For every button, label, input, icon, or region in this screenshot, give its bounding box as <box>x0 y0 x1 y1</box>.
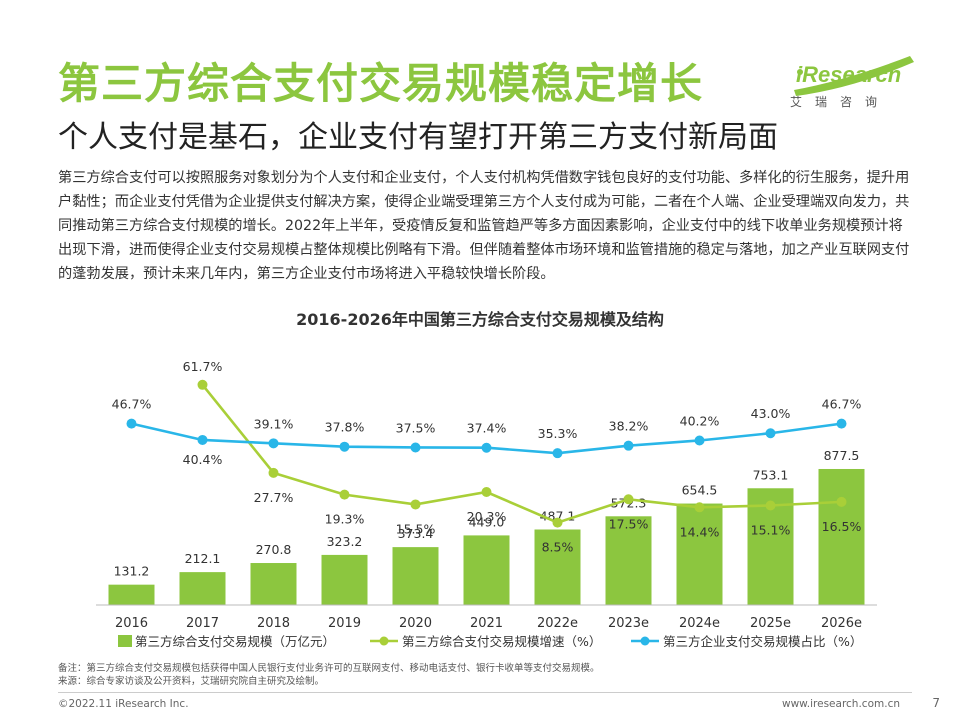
bar-label-2021: 449.0 <box>469 514 505 529</box>
page-number: 7 <box>932 696 940 710</box>
logo-text: iResearch <box>796 62 901 87</box>
chart-source: 来源：综合专家访谈及公开资料，艾瑞研究院自主研究及绘制。 <box>58 676 325 687</box>
chart-note: 备注：第三方综合支付交易规模包括获得中国人民银行支付业务许可的互联网支付、移动电… <box>58 663 600 674</box>
x-tick-2024e: 2024e <box>679 616 720 631</box>
bar-label-2017: 212.1 <box>185 551 221 566</box>
bar-2017 <box>179 572 226 605</box>
growth-label-2019: 19.3% <box>325 512 365 527</box>
share-label-2025e: 43.0% <box>751 406 791 421</box>
x-tick-2017: 2017 <box>186 616 219 631</box>
logo-subtitle: 艾瑞咨询 <box>790 95 891 109</box>
share-point-2017 <box>197 434 208 445</box>
legend-share-marker <box>640 636 650 646</box>
bar-2018 <box>250 563 297 605</box>
bar-label-2016: 131.2 <box>114 564 150 579</box>
bar-label-2020: 373.4 <box>398 526 434 541</box>
share-label-2018: 39.1% <box>254 416 294 431</box>
share-point-2020 <box>410 442 421 453</box>
bar-2024e <box>676 503 723 605</box>
bar-label-2024e: 654.5 <box>682 483 718 498</box>
x-tick-2019: 2019 <box>328 616 361 631</box>
logo-dot <box>797 69 803 75</box>
growth-point-2017 <box>197 379 208 390</box>
growth-label-2025e: 15.1% <box>751 522 791 537</box>
growth-label-2017: 61.7% <box>183 359 223 374</box>
share-label-2023e: 38.2% <box>609 419 649 434</box>
footer-url[interactable]: www.iresearch.com.cn <box>781 698 900 710</box>
bar-2022e <box>534 529 581 605</box>
growth-label-2026e: 16.5% <box>822 519 862 534</box>
iresearch-logo: iResearch <box>794 56 914 96</box>
x-tick-2020: 2020 <box>399 616 432 631</box>
page-subtitle: 个人支付是基石，企业支付有望打开第三方支付新局面 <box>58 120 778 155</box>
share-point-2018 <box>268 438 279 449</box>
growth-point-2018 <box>268 467 279 478</box>
x-tick-2023e: 2023e <box>608 616 649 631</box>
x-tick-2021: 2021 <box>470 616 503 631</box>
share-label-2022e: 35.3% <box>538 426 578 441</box>
growth-point-2026e <box>836 496 847 507</box>
share-label-2019: 37.8% <box>325 420 365 435</box>
bar-2019 <box>321 554 368 605</box>
share-point-2026e <box>836 418 847 429</box>
growth-point-2022e <box>552 517 563 528</box>
share-label-2016: 46.7% <box>112 397 152 412</box>
growth-label-2022e: 8.5% <box>542 540 574 555</box>
logo-swoosh <box>794 56 914 96</box>
chart-title: 2016-2026年中国第三方综合支付交易规模及结构 <box>296 310 664 329</box>
growth-label-2024e: 14.4% <box>680 524 720 539</box>
bar-label-2018: 270.8 <box>256 542 292 557</box>
growth-point-2020 <box>410 499 421 510</box>
share-point-2019 <box>339 441 350 452</box>
bar-2016 <box>108 584 155 605</box>
share-label-2017: 40.4% <box>183 452 223 467</box>
bar-2020 <box>392 547 439 605</box>
footer-divider <box>58 692 912 693</box>
page-title: 第三方综合支付交易规模稳定增长 <box>58 59 704 108</box>
bar-label-2026e: 877.5 <box>824 448 860 463</box>
legend-growth-marker <box>379 636 389 646</box>
growth-point-2024e <box>694 502 705 513</box>
legend-bar-swatch <box>118 635 132 647</box>
growth-point-2025e <box>765 500 776 511</box>
growth-label-2018: 27.7% <box>254 490 294 505</box>
share-point-2025e <box>765 428 776 439</box>
footer-copyright: ©2022.11 iResearch Inc. <box>58 698 189 710</box>
x-tick-2025e: 2025e <box>750 616 791 631</box>
growth-point-2023e <box>623 494 634 505</box>
bar-2021 <box>463 535 510 605</box>
growth-line <box>201 383 842 524</box>
x-tick-2016: 2016 <box>115 616 148 631</box>
combo-chart: 131.2212.1270.8323.2373.4449.0487.1572.3… <box>96 359 877 649</box>
share-label-2021: 37.4% <box>467 421 507 436</box>
growth-point-2021 <box>481 487 492 498</box>
bar-2026e <box>818 468 865 605</box>
bar-label-2019: 323.2 <box>327 534 363 549</box>
share-point-2021 <box>481 442 492 453</box>
growth-point-2019 <box>339 489 350 500</box>
growth-label-2023e: 17.5% <box>609 516 649 531</box>
share-label-2026e: 46.7% <box>822 397 862 412</box>
growth-label-2021: 20.3% <box>467 509 507 524</box>
growth-label-2020: 15.5% <box>396 521 436 536</box>
x-tick-2022e: 2022e <box>537 616 578 631</box>
share-label-2024e: 40.2% <box>680 413 720 428</box>
legend-bar-label: 第三方综合支付交易规模（万亿元） <box>135 634 335 649</box>
legend-growth-label: 第三方综合支付交易规模增速（%） <box>402 634 601 649</box>
legend-share-label: 第三方企业支付交易规模占比（%） <box>663 634 862 649</box>
share-point-2024e <box>694 435 705 446</box>
share-point-2022e <box>552 448 563 459</box>
bar-label-2025e: 753.1 <box>753 467 789 482</box>
share-point-2016 <box>126 418 137 429</box>
bar-2023e <box>605 516 652 605</box>
x-tick-2018: 2018 <box>257 616 290 631</box>
share-point-2023e <box>623 440 634 451</box>
x-tick-2026e: 2026e <box>821 616 862 631</box>
share-label-2020: 37.5% <box>396 420 436 435</box>
description-paragraph: 第三方综合支付可以按照服务对象划分为个人支付和企业支付，个人支付机构凭借数字钱包… <box>58 170 910 282</box>
